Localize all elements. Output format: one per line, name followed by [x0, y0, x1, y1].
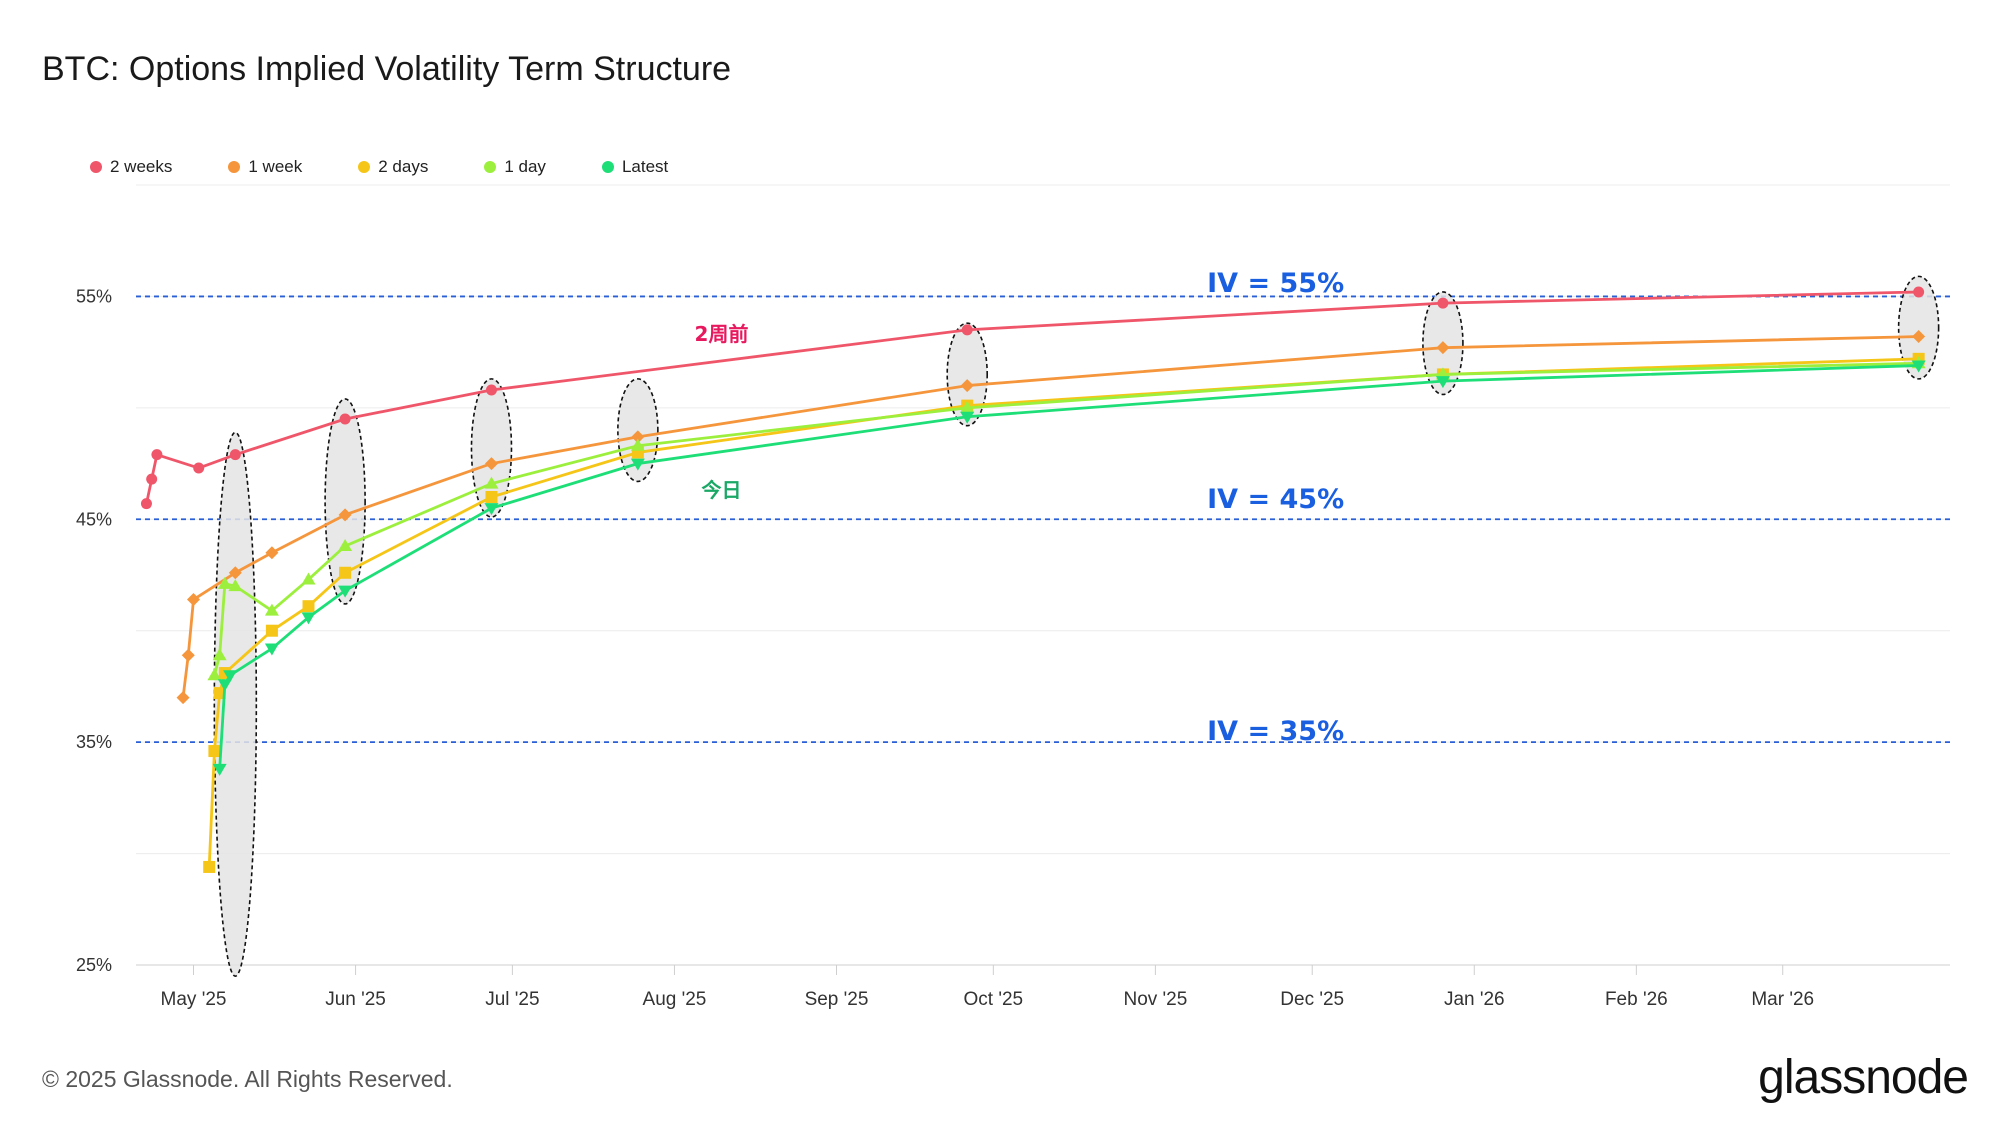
data-point [1436, 341, 1450, 355]
series-line [213, 361, 1919, 676]
series-line [181, 335, 1919, 698]
legend-label: 1 week [248, 157, 303, 176]
data-point [960, 379, 974, 393]
series-line [207, 357, 1919, 868]
data-point [212, 648, 227, 661]
glassnode-logo: glassnode [1758, 1051, 1969, 1104]
legend-label: Latest [621, 157, 669, 176]
data-point [338, 585, 353, 598]
data-point [338, 539, 353, 552]
data-point [1911, 360, 1926, 373]
data-point [1912, 330, 1926, 344]
data-point [1437, 297, 1449, 309]
data-point [631, 430, 645, 444]
data-point [212, 763, 227, 776]
annotation-label: 2周前 [695, 322, 749, 346]
data-point [264, 603, 279, 616]
legend-label: 2 days [378, 157, 429, 176]
data-point [213, 687, 226, 700]
data-point [193, 462, 205, 474]
data-point [301, 572, 316, 585]
data-point [203, 860, 216, 873]
highlight-ellipse [324, 398, 366, 605]
annotation-label: IV = 55% [1207, 268, 1344, 299]
data-point [338, 508, 352, 522]
data-point [181, 648, 195, 662]
data-point [339, 566, 352, 579]
data-point [630, 438, 645, 451]
x-tick-label: Oct '25 [964, 989, 1024, 1010]
highlight-ellipse [213, 431, 258, 977]
data-point [485, 491, 498, 503]
data-point [485, 384, 497, 396]
data-point [1913, 286, 1925, 298]
legend-marker [228, 161, 241, 173]
data-point [960, 400, 975, 413]
legend-item[interactable]: Latest [601, 157, 669, 177]
highlight-ellipse [1897, 275, 1940, 380]
legend-marker [484, 161, 497, 173]
legend-marker [358, 161, 371, 173]
legend-label: 2 weeks [110, 157, 173, 176]
x-tick-label: Aug '25 [643, 989, 707, 1010]
data-point [1435, 376, 1450, 389]
x-tick-label: Feb '26 [1605, 989, 1668, 1010]
annotation-label: IV = 45% [1207, 484, 1344, 515]
legend-item[interactable]: 2 days [358, 157, 428, 177]
data-point [207, 668, 222, 681]
y-tick-label: 35% [76, 732, 112, 752]
data-point [265, 624, 278, 637]
x-tick-label: Jun '25 [325, 989, 386, 1010]
copyright-text: © 2025 Glassnode. All Rights Reserved. [42, 1066, 453, 1092]
x-tick-label: Dec '25 [1280, 989, 1344, 1010]
data-point [264, 643, 279, 656]
data-point [484, 457, 498, 471]
x-tick-label: Jan '26 [1444, 989, 1505, 1010]
legend-item[interactable]: 1 day [484, 157, 546, 177]
data-point [302, 600, 315, 613]
data-point [151, 449, 163, 461]
legend-item[interactable]: 1 week [228, 157, 302, 177]
data-point [339, 413, 351, 425]
data-point [140, 498, 152, 510]
data-point [228, 579, 243, 592]
chart-title: BTC: Options Implied Volatility Term Str… [42, 50, 732, 88]
data-point [484, 503, 499, 516]
data-point [187, 593, 201, 607]
x-tick-label: Jul '25 [485, 989, 539, 1010]
y-tick-label: 25% [76, 955, 112, 975]
highlight-ellipse [946, 322, 988, 427]
legend-item[interactable]: 2 weeks [90, 157, 172, 177]
y-tick-label: 55% [76, 286, 112, 306]
series-line [145, 290, 1919, 504]
data-point [229, 449, 241, 461]
x-tick-label: Nov '25 [1123, 989, 1187, 1010]
data-point [301, 612, 316, 625]
annotation-label: 今日 [701, 478, 741, 502]
data-point [265, 546, 279, 560]
data-point [176, 691, 190, 705]
data-point [960, 411, 975, 424]
data-point [630, 458, 645, 471]
y-tick-label: 45% [76, 509, 112, 529]
data-point [146, 473, 158, 485]
data-point [961, 324, 973, 336]
data-point [223, 670, 238, 683]
legend-marker [601, 161, 614, 173]
legend: 2 weeks 1 week 2 days 1 day Latest [90, 157, 724, 177]
data-point [217, 576, 232, 589]
annotation-label: IV = 35% [1207, 716, 1344, 747]
x-tick-label: May '25 [161, 989, 227, 1010]
legend-marker [90, 161, 102, 173]
x-tick-label: Sep '25 [805, 989, 869, 1010]
highlight-ellipse [470, 378, 513, 518]
data-point [217, 679, 232, 692]
data-point [228, 566, 242, 580]
x-tick-label: Mar '26 [1751, 989, 1814, 1010]
data-point [484, 476, 499, 489]
legend-label: 1 day [504, 157, 546, 176]
data-point [208, 745, 221, 758]
